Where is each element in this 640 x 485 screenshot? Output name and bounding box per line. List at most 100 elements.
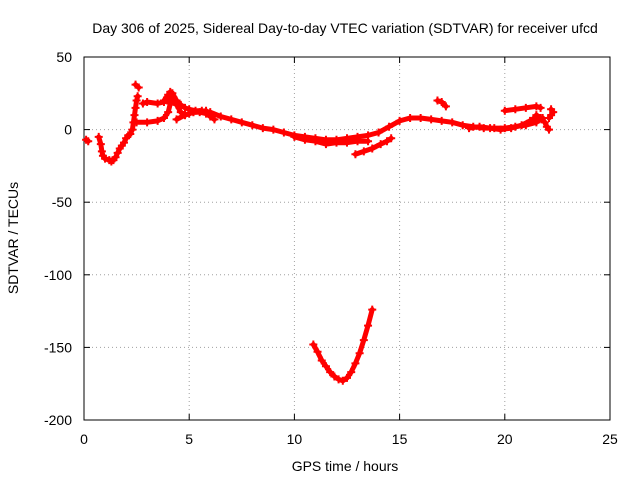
y-axis-title: SDTVAR / TECUs	[5, 182, 21, 294]
data-point	[132, 96, 141, 105]
data-point	[500, 106, 509, 115]
data-point	[540, 118, 549, 127]
y-tick-label: 50	[56, 49, 72, 65]
data-point	[311, 137, 320, 146]
x-tick-label: 20	[497, 431, 513, 447]
data-point	[84, 137, 93, 146]
y-tick-label: -200	[44, 412, 72, 428]
data-point	[96, 140, 105, 149]
data-point	[385, 122, 394, 131]
data-point	[536, 113, 545, 122]
data-point	[526, 116, 535, 125]
data-point	[395, 116, 404, 125]
data-point	[164, 108, 173, 117]
data-point	[511, 105, 520, 114]
y-tick-label: 0	[64, 122, 72, 138]
data-point	[248, 121, 257, 130]
series-arc-o	[544, 105, 558, 122]
tick-layer: 0 5 10 15 20 25 50 0 -50 -100 -150 -200	[44, 49, 618, 447]
chart-title: Day 306 of 2025, Sidereal Day-to-day VTE…	[92, 20, 598, 36]
data-point	[210, 115, 219, 124]
series-line	[546, 106, 556, 121]
data-point	[143, 98, 152, 107]
data-point	[326, 368, 335, 377]
data-point	[364, 137, 373, 146]
data-point	[351, 359, 360, 368]
data-point	[180, 103, 189, 112]
data-point	[465, 124, 474, 133]
x-tick-label: 5	[185, 431, 193, 447]
data-point	[338, 376, 347, 385]
series-arc-b	[94, 92, 142, 166]
data-point	[351, 150, 360, 159]
data-point	[332, 138, 341, 147]
data-point	[172, 115, 181, 124]
grid-layer	[84, 57, 610, 420]
data-point	[321, 362, 330, 371]
data-point	[406, 113, 415, 122]
series-arc-l	[465, 112, 541, 134]
data-point	[159, 113, 168, 122]
data-point	[94, 132, 103, 141]
data-point	[475, 122, 484, 131]
series-layer	[82, 80, 558, 385]
y-tick-label: -150	[44, 339, 72, 355]
series-arc-f	[159, 87, 547, 144]
data-point	[119, 138, 128, 147]
data-point	[153, 99, 162, 108]
data-point	[113, 148, 122, 157]
data-point	[433, 96, 442, 105]
series-arc-n	[532, 111, 553, 134]
series-arc-d	[131, 80, 143, 92]
data-point	[279, 128, 288, 137]
data-point	[532, 102, 541, 111]
data-point	[138, 99, 147, 108]
data-point	[258, 124, 267, 133]
data-point	[437, 98, 446, 107]
data-point	[359, 147, 368, 156]
data-point	[313, 347, 322, 356]
data-point	[132, 118, 141, 127]
data-point	[448, 118, 457, 127]
data-point	[180, 111, 189, 120]
data-point	[216, 112, 225, 121]
data-point	[300, 135, 309, 144]
data-point	[347, 368, 356, 377]
series-arc-a	[82, 135, 93, 146]
x-tick-label: 10	[287, 431, 303, 447]
x-axis-title: GPS time / hours	[292, 458, 399, 474]
data-point	[290, 132, 299, 141]
data-point	[359, 336, 368, 345]
data-point	[101, 154, 110, 163]
data-point	[309, 340, 318, 349]
data-point	[111, 153, 120, 162]
data-point	[128, 125, 137, 134]
data-point	[544, 125, 553, 134]
data-point	[334, 375, 343, 384]
data-point	[227, 115, 236, 124]
data-point	[368, 144, 377, 153]
data-point	[382, 137, 391, 146]
data-point	[355, 349, 364, 358]
data-point	[368, 305, 377, 314]
x-tick-label: 0	[80, 431, 88, 447]
data-point	[343, 373, 351, 382]
data-point	[507, 124, 516, 133]
data-point	[547, 105, 556, 114]
data-point	[427, 115, 436, 124]
data-point	[416, 113, 425, 122]
data-point	[532, 111, 541, 120]
data-point	[441, 102, 450, 111]
series-arc-j	[309, 305, 377, 385]
data-point	[237, 118, 246, 127]
series-line	[310, 307, 375, 384]
data-point	[126, 129, 135, 138]
series-arc-k	[433, 96, 450, 111]
data-point	[202, 106, 211, 115]
data-point	[374, 128, 383, 137]
data-point	[172, 96, 181, 105]
y-tick-label: -50	[52, 194, 72, 210]
data-point	[517, 121, 526, 130]
data-point	[387, 134, 396, 143]
series-arc-m	[500, 102, 545, 115]
